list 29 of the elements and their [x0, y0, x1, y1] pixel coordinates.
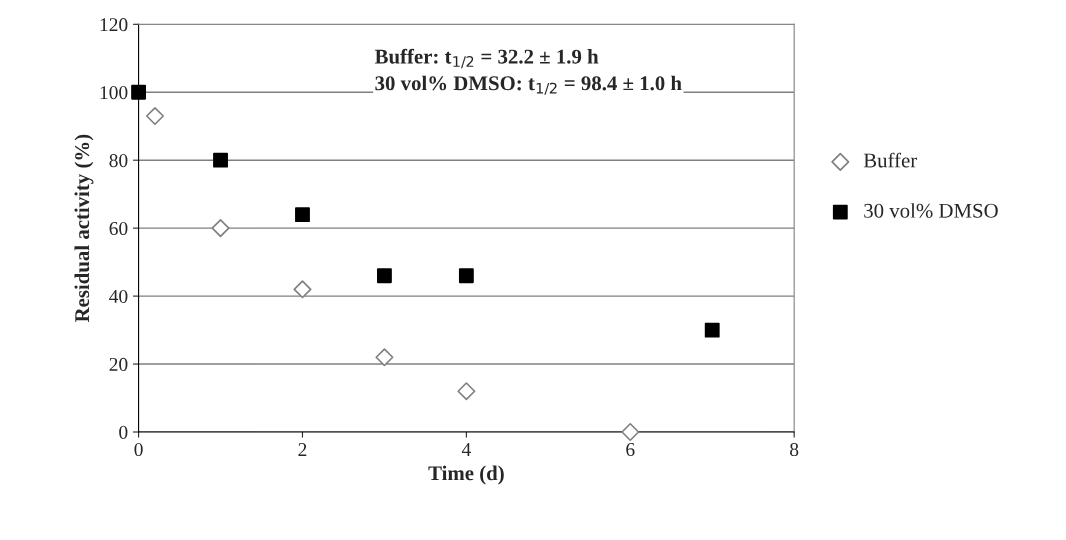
legend-label: 30 vol% DMSO [864, 203, 998, 218]
y-tick-label: 100 [100, 86, 128, 100]
legend-label: Buffer [863, 152, 918, 168]
point [211, 219, 230, 238]
point [457, 382, 476, 401]
y-axis-title: Residual activity (%) [74, 134, 94, 323]
point [293, 280, 312, 299]
point [145, 106, 165, 126]
point [295, 207, 310, 222]
y-tick-label: 80 [109, 154, 128, 168]
point [621, 422, 640, 442]
x-tick-label: 0 [134, 442, 143, 457]
x-tick-label: 4 [461, 443, 471, 456]
x-tick-label: 8 [790, 442, 799, 457]
y-tick-label: 60 [109, 221, 128, 236]
x-tick-label: 6 [626, 443, 635, 457]
y-tick-label: 120 [100, 18, 128, 32]
x-axis-title: Time (d) [428, 465, 504, 485]
y-tick-label: 20 [109, 357, 128, 371]
point [377, 268, 392, 284]
point [131, 84, 147, 100]
point [213, 152, 228, 168]
x-tick-label: 2 [298, 443, 307, 456]
point [704, 322, 720, 338]
point [375, 348, 394, 367]
y-tick-label: 0 [119, 425, 128, 439]
point [458, 268, 474, 284]
y-tick-label: 40 [109, 289, 128, 304]
annotation: Buffer: t$_{1/2}$ = 32.2 ± 1.9 h 30 vol% DMSO: t$_{1/2}$ = 98.4 ± 1.0 h [374, 48, 682, 95]
